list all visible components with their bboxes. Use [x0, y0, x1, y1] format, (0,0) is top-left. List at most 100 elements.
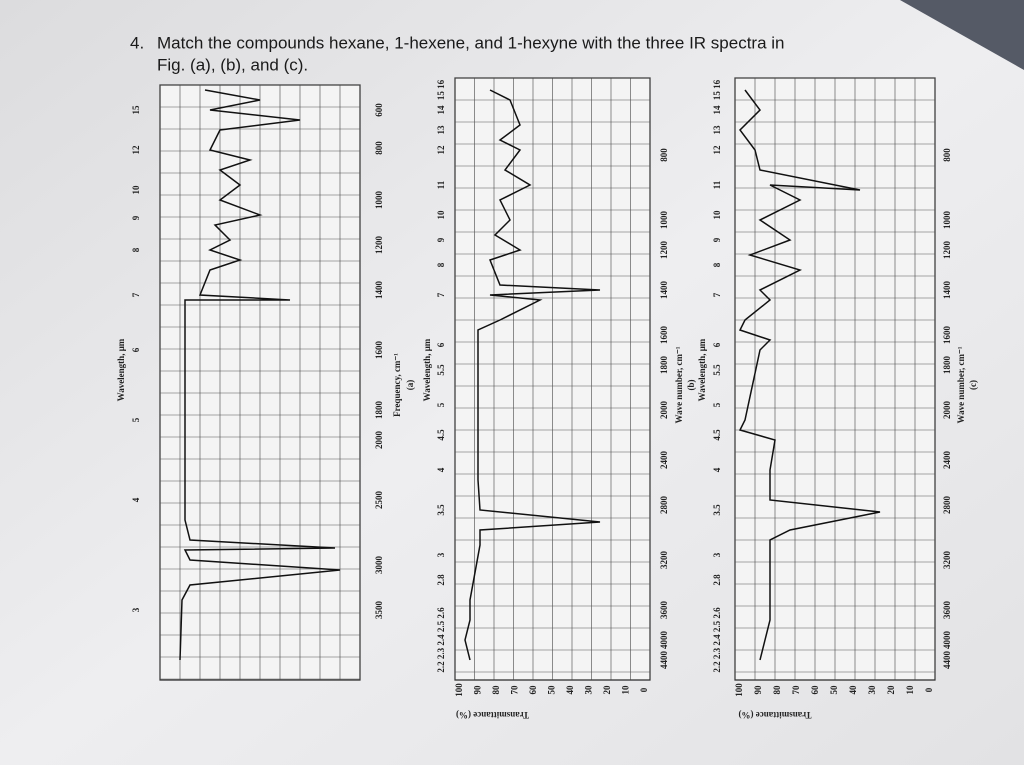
wavelength-tick: 8: [131, 247, 141, 252]
frequency-tick: 800: [374, 141, 384, 155]
frequency-tick: 3200: [942, 551, 952, 570]
frequency-tick: 1400: [659, 281, 669, 300]
wavelength-tick: 2.8: [712, 574, 722, 586]
wavelength-tick: 14: [712, 105, 722, 115]
frequency-tick: 1200: [659, 241, 669, 260]
frequency-tick: 800: [942, 148, 952, 162]
transmittance-tick: 40: [565, 685, 575, 695]
frequency-tick: 3200: [659, 551, 669, 570]
frequency-tick: 1600: [374, 341, 384, 360]
frequency-tick: 1000: [942, 211, 952, 230]
wavelength-tick: 15 16: [436, 79, 446, 100]
transmittance-tick: 0: [924, 687, 934, 692]
wavelength-title: Wavelength, μm: [116, 338, 126, 401]
wavelength-tick: 6: [131, 347, 141, 352]
frequency-tick: 2000: [374, 431, 384, 450]
spectrum-caption: (c): [968, 380, 978, 390]
frequency-tick: 1800: [942, 356, 952, 375]
wavelength-tick: 5: [712, 402, 722, 407]
wavelength-title: Wavelength, μm: [697, 338, 707, 401]
frequency-tick: 1200: [374, 236, 384, 255]
wavelength-tick: 7: [436, 292, 446, 297]
transmittance-tick: 70: [791, 685, 801, 695]
frequency-tick: 1800: [659, 356, 669, 375]
wavelength-tick: 4.5: [712, 429, 722, 441]
wavelength-tick: 5.5: [436, 364, 446, 376]
wavelength-tick: 12: [131, 145, 141, 155]
transmittance-title: Transmittance (%): [738, 710, 811, 720]
background-corner: [900, 0, 1024, 70]
frequency-title: Frequency, cm⁻¹: [392, 353, 402, 417]
spectra-curves: [179, 89, 881, 661]
wavelength-tick: 3.5: [436, 504, 446, 516]
wavelength-tick: 11: [436, 180, 446, 189]
question-text: Fig. (a), (b), and (c).: [157, 55, 308, 74]
wavelength-tick: 7: [712, 292, 722, 297]
frequency-tick: 2000: [942, 401, 952, 420]
frequency-tick: 1600: [942, 326, 952, 345]
wavelength-tick: 2.2 2.3 2.4 2.5 2.6: [712, 607, 722, 673]
transmittance-tick: 40: [848, 685, 858, 695]
wavelength-tick: 10: [712, 210, 722, 220]
transmittance-tick: 30: [867, 685, 877, 695]
wavelength-title: Wavelength, μm: [422, 338, 432, 401]
wavelength-tick: 3: [131, 607, 141, 612]
wavelength-tick: 4: [131, 497, 141, 502]
wavelength-tick: 6: [712, 342, 722, 347]
transmittance-tick: 100: [734, 683, 744, 697]
spectrum-b: [464, 89, 601, 661]
wavelength-tick: 11: [712, 180, 722, 189]
frequency-tick: 2800: [942, 496, 952, 515]
spectrum-c: [738, 89, 881, 661]
frequency-tick: 4000: [942, 631, 952, 650]
frequency-tick: 3000: [374, 556, 384, 575]
transmittance-tick: 50: [829, 685, 839, 695]
frequency-tick: 2500: [374, 491, 384, 510]
wavelength-tick: 15: [131, 105, 141, 115]
wavelength-tick: 12: [436, 145, 446, 155]
transmittance-title: Transmittance (%): [456, 710, 529, 720]
wavelength-tick: 10: [131, 185, 141, 195]
wavelength-tick: 13: [712, 125, 722, 135]
spectrum-caption: (b): [686, 379, 696, 390]
frequency-tick: 1800: [374, 401, 384, 420]
frequency-tick: 3500: [374, 601, 384, 620]
wavelength-tick: 12: [712, 145, 722, 155]
wavelength-tick: 3: [436, 552, 446, 557]
transmittance-tick: 80: [491, 685, 501, 695]
frequency-tick: 2800: [659, 496, 669, 515]
wavelength-tick: 7: [131, 292, 141, 297]
wavelength-tick: 8: [436, 262, 446, 267]
spectrum-caption: (a): [405, 380, 415, 391]
frequency-title: Wave number, cm⁻¹: [956, 346, 966, 423]
wavelength-tick: 5.5: [712, 364, 722, 376]
frequency-tick: 3600: [659, 601, 669, 620]
frequency-tick: 1000: [659, 211, 669, 230]
spectrum-a: [179, 89, 341, 661]
frequency-tick: 600: [374, 103, 384, 117]
transmittance-tick: 70: [510, 685, 520, 695]
transmittance-tick: 90: [473, 685, 483, 695]
transmittance-tick: 50: [547, 685, 557, 695]
frequency-tick: 4000: [659, 631, 669, 650]
frequency-tick: 2400: [659, 451, 669, 470]
frequency-tick: 1400: [942, 281, 952, 300]
wavelength-tick: 5: [131, 417, 141, 422]
wavelength-tick: 15 16: [712, 79, 722, 100]
question-text: Match the compounds hexane, 1-hexene, an…: [157, 33, 785, 52]
transmittance-tick: 100: [454, 683, 464, 697]
frequency-tick: 4400: [659, 651, 669, 670]
wavelength-tick: 3: [712, 552, 722, 557]
transmittance-tick: 20: [602, 685, 612, 695]
frequency-tick: 2000: [659, 401, 669, 420]
wavelength-tick: 8: [712, 262, 722, 267]
wavelength-tick: 4: [712, 467, 722, 472]
frequency-title: Wave number, cm⁻¹: [674, 346, 684, 423]
wavelength-tick: 2.8: [436, 574, 446, 586]
transmittance-tick: 10: [905, 685, 915, 695]
frequency-tick: 4400: [942, 651, 952, 670]
question-number: 4.: [130, 33, 144, 52]
transmittance-tick: 90: [753, 685, 763, 695]
frequency-tick: 1600: [659, 326, 669, 345]
